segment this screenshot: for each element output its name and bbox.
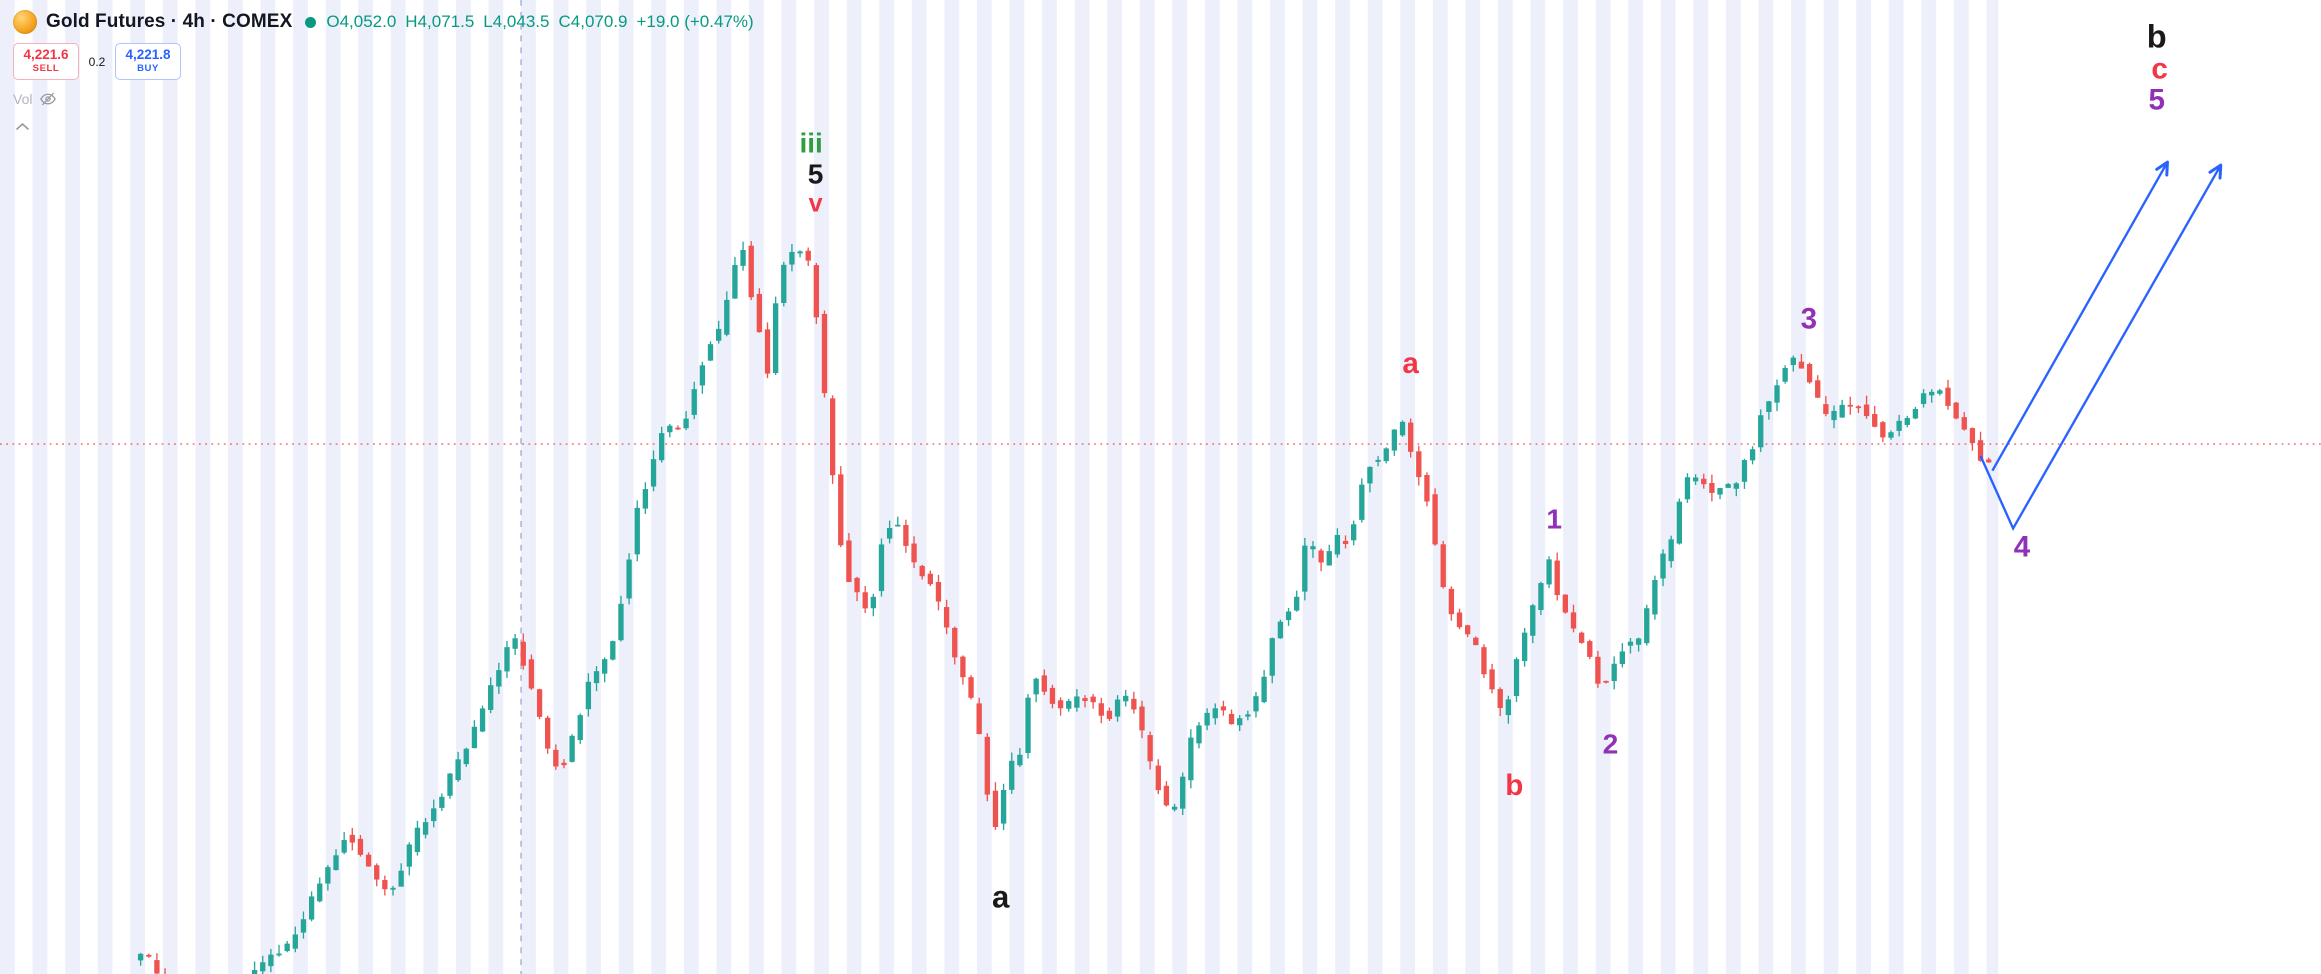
wave-label[interactable]: v — [809, 190, 823, 218]
symbol-row: Gold Futures · 4h · COMEX O4,052.0 H4,07… — [13, 10, 754, 34]
wave-label[interactable]: 2 — [1603, 728, 1619, 759]
visibility-off-icon[interactable] — [39, 90, 57, 108]
buy-label: BUY — [137, 63, 159, 75]
buy-price: 4,221.8 — [125, 47, 171, 63]
market-status-dot — [305, 16, 317, 28]
sell-price: 4,221.6 — [23, 47, 69, 63]
ohlc-close: C4,070.9 — [558, 12, 628, 31]
spread-value: 0.2 — [88, 54, 106, 69]
wave-label[interactable]: 4 — [2014, 531, 2031, 564]
wave-label[interactable]: 1 — [1546, 503, 1562, 534]
candles — [137, 241, 1992, 974]
wave-label[interactable]: iii — [799, 127, 822, 158]
wave-label[interactable]: a — [1402, 347, 1419, 380]
volume-legend-row: Vol — [13, 90, 754, 108]
wave-label[interactable]: a — [992, 879, 1010, 914]
ohlc-high: H4,071.5 — [405, 12, 475, 31]
buy-button[interactable]: 4,221.8 BUY — [115, 43, 181, 80]
ohlc-open: O4,052.0 — [326, 12, 397, 31]
ohlc-readout: O4,052.0 H4,071.5 L4,043.5 C4,070.9 +19.… — [326, 12, 753, 32]
volume-label: Vol — [13, 91, 33, 107]
ohlc-change: +19.0 (+0.47%) — [636, 12, 754, 31]
wave-label[interactable]: 5 — [2148, 84, 2164, 117]
wave-label[interactable]: b — [1505, 769, 1523, 802]
wave-label[interactable]: c — [2151, 52, 2167, 85]
collapse-chevron-icon[interactable] — [15, 118, 31, 136]
wave-label[interactable]: b — [2147, 18, 2167, 54]
symbol-title[interactable]: Gold Futures · 4h · COMEX — [46, 11, 293, 32]
order-panel: 4,221.6 SELL 0.2 4,221.8 BUY — [13, 43, 754, 80]
wave-label[interactable]: 3 — [1801, 303, 1817, 336]
sell-label: SELL — [32, 63, 60, 75]
trend-arrow[interactable] — [1979, 163, 2223, 532]
ohlc-low: L4,043.5 — [483, 12, 550, 31]
sell-button[interactable]: 4,221.6 SELL — [13, 43, 79, 80]
session-stripes — [0, 0, 1999, 974]
wave-label[interactable]: 5 — [808, 159, 824, 190]
chart-legend: Gold Futures · 4h · COMEX O4,052.0 H4,07… — [13, 10, 754, 136]
trend-arrow[interactable] — [1991, 160, 2169, 472]
symbol-logo-icon — [13, 10, 37, 34]
